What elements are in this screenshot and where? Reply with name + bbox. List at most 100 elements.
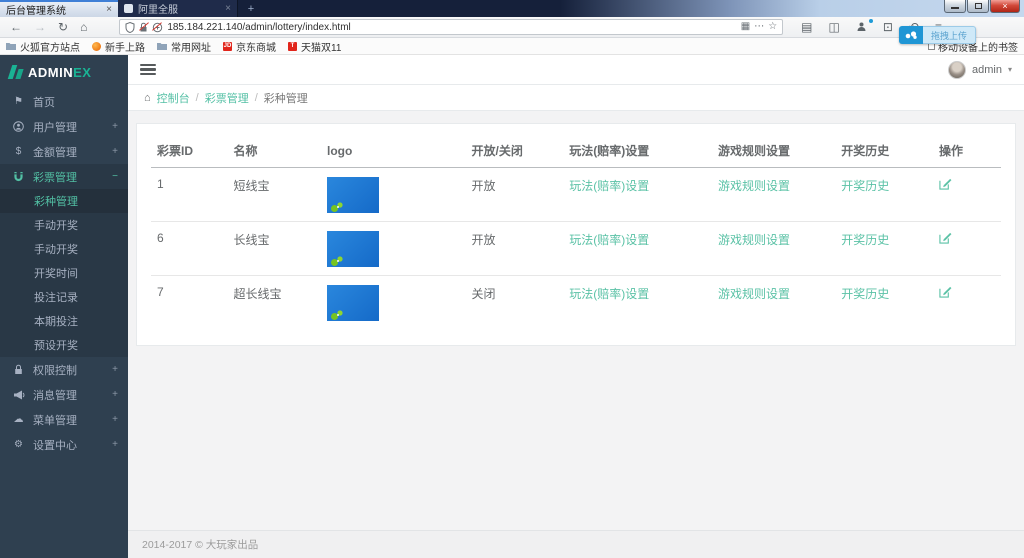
draw-history-link[interactable]: 开奖历史 [841, 233, 890, 247]
sidebar-item-messages[interactable]: 消息管理 + [0, 382, 128, 407]
edit-icon[interactable] [939, 177, 952, 190]
lottery-table-card: 彩票ID 名称 logo 开放/关闭 玩法(赔率)设置 游戏规则设置 开奖历史 … [136, 123, 1016, 346]
close-tab-icon[interactable]: × [106, 4, 112, 15]
back-icon[interactable]: ← [10, 20, 22, 34]
close-window-button[interactable]: × [990, 0, 1020, 13]
folder-icon [6, 43, 16, 50]
sidebar-subitem-manual-draw-1[interactable]: 手动开奖 [34, 220, 78, 232]
bookmark-getting-started[interactable]: 新手上路 [92, 39, 145, 54]
sprout-icon [331, 310, 343, 320]
bookmark-jd[interactable]: JD 京东商城 [223, 39, 276, 54]
sidebar-subitem-draw-time[interactable]: 开奖时间 [34, 268, 78, 280]
user-menu[interactable]: admin ▾ [948, 60, 1012, 79]
jd-icon: JD [223, 41, 232, 51]
cell-name: 超长线宝 [227, 275, 321, 329]
rule-settings-link[interactable]: 游戏规则设置 [718, 287, 791, 301]
shield-icon[interactable] [125, 21, 135, 33]
brand-logo: ADMINEX [0, 55, 128, 89]
home-icon[interactable]: ⌂ [80, 20, 88, 34]
browser-tab-admin[interactable]: 后台管理系统 × [0, 0, 118, 17]
content-area: 彩票ID 名称 logo 开放/关闭 玩法(赔率)设置 游戏规则设置 开奖历史 … [128, 111, 1024, 530]
sidebar-group-lottery: 彩票管理 − 彩种管理 手动开奖 手动开奖 开奖时间 投注记录 本期投注 预设开… [0, 164, 128, 357]
forward-icon[interactable]: → [34, 20, 46, 34]
sidebar-subitem-manual-draw-2[interactable]: 手动开奖 [34, 244, 78, 256]
sidebar-subitem-lottery-types[interactable]: 彩种管理 [0, 189, 128, 213]
cell-status: 关闭 [465, 275, 564, 329]
username: admin [972, 63, 1002, 76]
blocked-content-icon[interactable] [152, 21, 163, 33]
more-actions-icon[interactable]: ⋯ [754, 21, 765, 32]
close-tab-icon[interactable]: × [225, 3, 231, 14]
sidebar-item-permissions[interactable]: 权限控制 + [0, 357, 128, 382]
edit-icon[interactable] [939, 285, 952, 298]
new-tab-button[interactable]: + [247, 2, 255, 15]
window-controls: × [944, 0, 1020, 13]
firefox-dot-icon [92, 41, 101, 51]
col-name: 名称 [227, 134, 321, 168]
sidebar-item-menus[interactable]: ☁ 菜单管理 + [13, 414, 119, 427]
breadcrumb: ⌂ 控制台 / 彩票管理 / 彩种管理 [128, 85, 1024, 111]
breadcrumb-section[interactable]: 彩票管理 [204, 92, 249, 105]
cell-id: 6 [151, 221, 228, 276]
minimize-icon [951, 7, 959, 9]
minimize-button[interactable] [944, 0, 966, 13]
home-icon: ⌂ [144, 91, 151, 104]
draw-history-link[interactable]: 开奖历史 [841, 287, 890, 301]
edit-icon[interactable] [939, 231, 952, 244]
breadcrumb-home[interactable]: 控制台 [156, 92, 190, 105]
sidebar-item-lottery[interactable]: 彩票管理 − [0, 164, 128, 189]
breadcrumb-current: 彩种管理 [263, 92, 308, 105]
play-settings-link[interactable]: 玩法(赔率)设置 [569, 233, 650, 247]
table-row: 7 超长线宝 关闭 玩法(赔率)设置 游戏规则设置 开奖历史 [151, 275, 1001, 329]
sidebar-subitem-bet-records[interactable]: 投注记录 [34, 292, 78, 304]
tab-title: 阿里全服 [138, 5, 178, 16]
table-header-row: 彩票ID 名称 logo 开放/关闭 玩法(赔率)设置 游戏规则设置 开奖历史 … [151, 134, 1001, 168]
table-row: 6 长线宝 开放 玩法(赔率)设置 游戏规则设置 开奖历史 [151, 221, 1001, 276]
sidebar-item-users[interactable]: 用户管理 + [0, 114, 128, 139]
url-bar[interactable]: 185.184.221.140/admin/lottery/index.html… [119, 19, 784, 35]
page-actions-icon[interactable]: ▦ [740, 21, 751, 32]
lock-icon [12, 364, 25, 375]
tmall-icon: T [288, 41, 297, 51]
play-settings-link[interactable]: 玩法(赔率)设置 [569, 287, 650, 301]
sidebar-item-amount[interactable]: $ 金额管理 + [0, 139, 128, 164]
lottery-logo-image[interactable] [327, 177, 379, 213]
bookmark-folder-common[interactable]: 常用网址 [157, 39, 211, 54]
restore-button[interactable] [967, 0, 989, 13]
lottery-logo-image[interactable] [327, 231, 379, 267]
sidebars-icon[interactable]: ◫ [828, 20, 840, 34]
col-actions: 操作 [933, 134, 1001, 168]
brand-mark-icon [7, 65, 24, 79]
drag-upload-popup[interactable]: 拖拽上传 [898, 26, 976, 44]
bookmark-label: 常用网址 [171, 42, 211, 54]
table-row: 1 短线宝 开放 玩法(赔率)设置 游戏规则设置 开奖历史 [151, 168, 1001, 222]
sidebar-subitem-current-bets[interactable]: 本期投注 [34, 316, 78, 328]
rule-settings-link[interactable]: 游戏规则设置 [718, 233, 791, 247]
sidebar-toggle-icon[interactable] [140, 63, 156, 76]
user-icon [12, 121, 25, 132]
rule-settings-link[interactable]: 游戏规则设置 [718, 179, 791, 193]
insecure-lock-icon[interactable] [139, 21, 150, 33]
browser-tab-second[interactable]: 阿里全服 × [118, 0, 238, 17]
play-settings-link[interactable]: 玩法(赔率)设置 [569, 179, 650, 193]
lottery-logo-image[interactable] [327, 285, 379, 321]
bookmark-tmall[interactable]: T 天猫双11 [288, 39, 341, 54]
sidebar-subitem-preset-draw[interactable]: 预设开奖 [34, 340, 78, 352]
draw-history-link[interactable]: 开奖历史 [841, 179, 890, 193]
avatar [948, 60, 967, 79]
reload-icon[interactable]: ↻ [58, 20, 69, 34]
url-text[interactable]: 185.184.221.140/admin/lottery/index.html [167, 21, 351, 33]
dollar-icon: $ [15, 146, 22, 157]
copyright-text: 2014-2017 © 大玩家出品 [142, 539, 259, 551]
account-icon[interactable] [852, 18, 873, 34]
sidebar-item-settings[interactable]: ⚙ 设置中心 + [0, 432, 128, 457]
sidebar-item-home[interactable]: ⚑ 首页 [0, 89, 128, 114]
screenshot-icon[interactable]: ⊡ [882, 20, 893, 34]
bookmark-folder-firefox[interactable]: 火狐官方站点 [6, 39, 80, 54]
library-icon[interactable]: ▤ [801, 20, 813, 34]
cell-name: 短线宝 [233, 179, 270, 193]
col-draw-history: 开奖历史 [835, 134, 933, 168]
sidebar: ADMINEX ⚑ 首页 用户管理 + $ 金额管理 + 彩票管理 − 彩种管理… [0, 55, 128, 558]
bookmark-star-icon[interactable]: ☆ [768, 21, 778, 32]
cloud-upload-icon[interactable] [898, 26, 923, 44]
